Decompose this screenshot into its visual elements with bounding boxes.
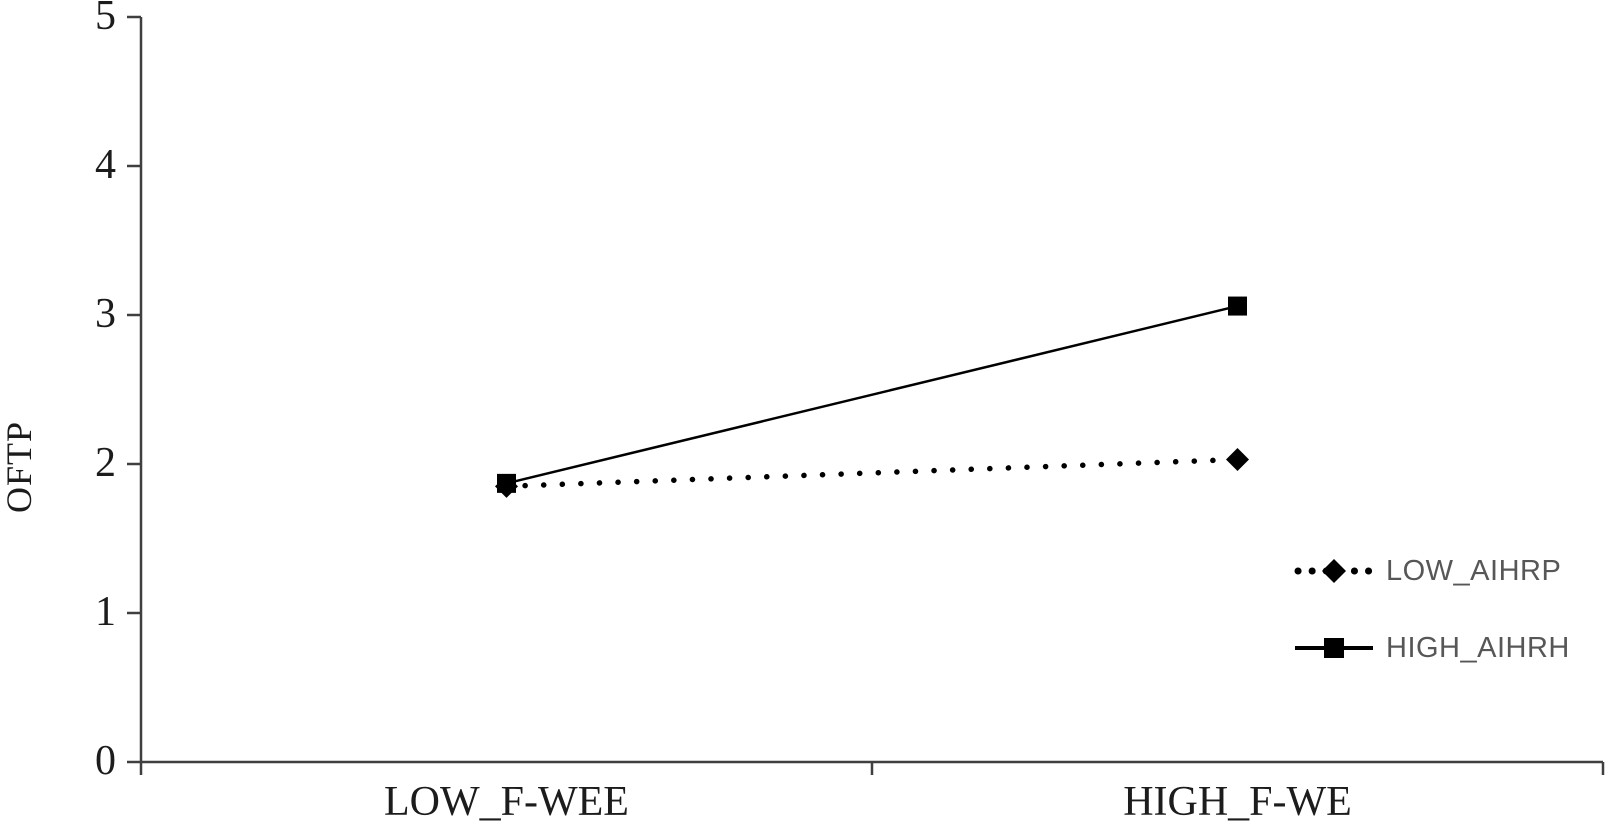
y-tick-label: 1 (95, 589, 116, 635)
legend-sample-solid-line (1295, 638, 1373, 658)
y-tick-label: 4 (95, 142, 116, 188)
legend-item-LOW_AIHRP: LOW_AIHRP (1293, 551, 1570, 591)
legend-sample-dotted-line (1294, 559, 1375, 583)
y-tick-label: 3 (95, 291, 116, 337)
legend-label: LOW_AIHRP (1386, 554, 1562, 587)
legend-label: HIGH_AIHRH (1386, 631, 1570, 664)
y-tick-label: 0 (95, 738, 116, 784)
square-marker (1228, 296, 1247, 316)
diamond-marker (1322, 559, 1346, 583)
legend-item-HIGH_AIHRH: HIGH_AIHRH (1293, 628, 1570, 668)
x-category-label: HIGH_F-WE (1123, 779, 1352, 825)
y-axis-title: OFTP (0, 420, 39, 514)
square-marker (1324, 638, 1344, 658)
diamond-marker (1226, 448, 1249, 472)
series-line-LOW_AIHRP (503, 456, 1241, 490)
chart-legend: LOW_AIHRP HIGH_AIHRH (1293, 551, 1570, 668)
y-tick-label: 2 (95, 440, 116, 486)
x-category-label: LOW_F-WEE (384, 779, 629, 825)
square-marker (497, 473, 516, 493)
series-line-HIGH_AIHRH (506, 304, 1238, 485)
y-tick-label: 5 (95, 0, 116, 39)
